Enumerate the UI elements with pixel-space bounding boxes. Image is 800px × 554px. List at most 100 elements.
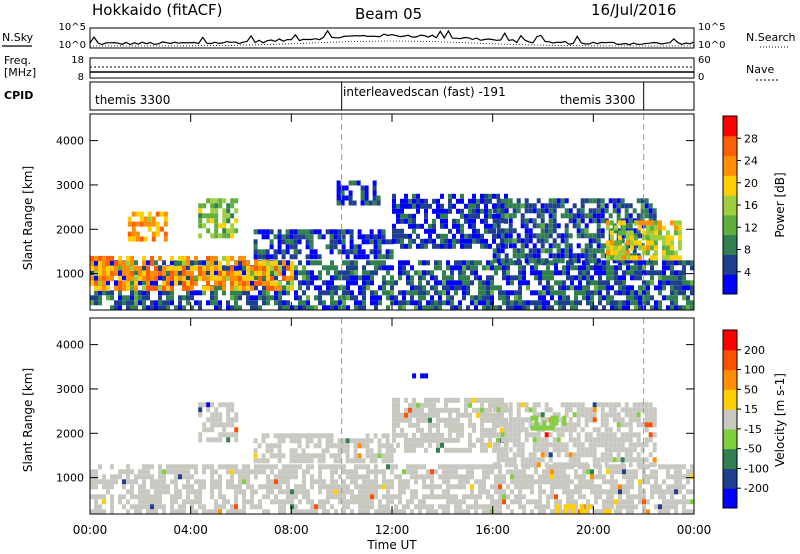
echo-cell xyxy=(574,504,578,510)
echo-cell xyxy=(568,432,573,438)
echo-cell xyxy=(258,270,262,276)
echo-cell xyxy=(226,255,230,261)
echo-cell xyxy=(554,280,558,286)
colorbar-cell-4 xyxy=(723,195,737,216)
echo-cell xyxy=(584,447,589,453)
echo-cell xyxy=(422,499,426,505)
echo-cell xyxy=(298,509,302,515)
echo-cell xyxy=(642,474,646,480)
echo-cell xyxy=(460,213,464,219)
echo-cell xyxy=(610,504,614,510)
echo-cell xyxy=(430,479,434,485)
echo-cell xyxy=(424,203,428,209)
echo-cell xyxy=(502,479,506,485)
echo-cell xyxy=(182,270,186,276)
echo-cell xyxy=(360,195,365,201)
echo-cell xyxy=(281,254,286,260)
echo-cell xyxy=(502,300,506,306)
echo-cell xyxy=(442,479,446,485)
echo-cell xyxy=(614,509,618,515)
echo-cell xyxy=(369,234,374,240)
echo-cell xyxy=(262,484,266,490)
echo-cell xyxy=(566,474,570,480)
echo-cell xyxy=(464,407,468,413)
echo-cell xyxy=(566,295,570,301)
echo-cell xyxy=(508,437,513,443)
echo-cell xyxy=(253,229,258,235)
echo-cell xyxy=(646,499,650,505)
echo-cell xyxy=(258,275,262,281)
echo-cell xyxy=(618,484,622,490)
echo-cell xyxy=(502,474,506,480)
echo-cell xyxy=(234,494,238,500)
echo-cell xyxy=(574,295,578,301)
echo-cell xyxy=(540,238,545,244)
echo-cell xyxy=(222,464,226,470)
echo-cell xyxy=(396,213,400,219)
echo-cell xyxy=(424,432,428,438)
echo-cell xyxy=(422,494,426,500)
echo-cell xyxy=(250,499,254,505)
echo-cell xyxy=(595,509,600,515)
echo-cell xyxy=(530,479,534,485)
echo-cell xyxy=(670,290,674,296)
echo-cell xyxy=(370,484,374,490)
echo-cell xyxy=(582,270,586,276)
echo-cell xyxy=(592,462,597,468)
echo-cell xyxy=(442,504,446,510)
echo-cell xyxy=(484,193,488,199)
echo-cell xyxy=(346,270,350,276)
echo-cell xyxy=(432,432,436,438)
echo-cell xyxy=(230,203,235,209)
echo-cell xyxy=(570,300,574,306)
echo-cell xyxy=(572,422,577,428)
echo-cell xyxy=(230,295,234,301)
echo-cell xyxy=(578,479,582,485)
echo-cell xyxy=(365,239,370,245)
echo-cell xyxy=(408,203,412,209)
echo-cell xyxy=(134,300,138,306)
echo-cell xyxy=(516,258,521,264)
echo-cell xyxy=(377,239,382,245)
echo-cell xyxy=(226,208,231,214)
echo-cell xyxy=(677,225,682,231)
echo-cell xyxy=(548,442,553,448)
echo-cell xyxy=(512,243,517,249)
echo-cell xyxy=(373,239,378,245)
echo-cell xyxy=(548,203,553,209)
echo-cell xyxy=(496,432,501,438)
echo-cell xyxy=(146,265,150,271)
echo-cell xyxy=(520,462,525,468)
echo-cell xyxy=(257,254,262,260)
echo-cell xyxy=(242,509,246,515)
echo-cell xyxy=(644,208,649,214)
echo-cell xyxy=(470,280,474,286)
echo-cell xyxy=(337,249,342,255)
echo-cell xyxy=(554,290,558,296)
echo-cell xyxy=(690,464,694,470)
echo-cell xyxy=(618,305,622,311)
echo-cell xyxy=(542,295,546,301)
echo-cell xyxy=(190,484,194,490)
power-colorbar-label: Power [dB] xyxy=(773,172,787,237)
echo-cell xyxy=(338,484,342,490)
echo-cell xyxy=(590,265,594,271)
echo-cell xyxy=(126,300,130,306)
echo-cell xyxy=(194,265,198,271)
echo-cell xyxy=(645,245,650,251)
echo-cell xyxy=(218,260,222,266)
echo-cell xyxy=(361,458,366,464)
echo-cell xyxy=(638,489,642,495)
echo-cell xyxy=(94,255,98,261)
echo-cell xyxy=(426,300,430,306)
echo-cell xyxy=(488,427,492,433)
echo-cell xyxy=(198,223,203,229)
echo-cell xyxy=(277,244,282,250)
echo-cell xyxy=(94,499,98,505)
echo-cell xyxy=(202,265,206,271)
echo-cell xyxy=(277,229,282,235)
echo-cell xyxy=(198,437,203,443)
echo-cell xyxy=(426,469,430,475)
echo-cell xyxy=(650,494,654,500)
echo-cell xyxy=(524,432,529,438)
